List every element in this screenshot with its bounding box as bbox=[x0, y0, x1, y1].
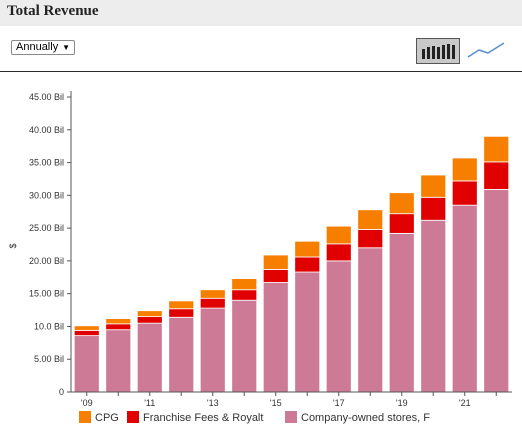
y-tick-label: 45.00 Bil bbox=[29, 92, 64, 102]
bar-segment-franchise bbox=[325, 243, 352, 262]
y-axis-label: $ bbox=[8, 243, 18, 248]
bar-segment-franchise bbox=[357, 229, 384, 249]
bar-segment-franchise bbox=[199, 297, 226, 309]
bar-segment-cpg bbox=[451, 157, 478, 182]
y-tick-label: 20.00 Bil bbox=[29, 256, 64, 266]
bar-segment-company-owned bbox=[357, 247, 384, 393]
line-chart-toggle-button[interactable] bbox=[466, 38, 506, 64]
bar-segment-cpg bbox=[483, 135, 510, 163]
y-tick-label: 35.00 Bil bbox=[29, 158, 64, 168]
bar-segment-cpg bbox=[105, 318, 132, 325]
x-tick-label: '11 bbox=[144, 398, 155, 408]
bar-segment-franchise bbox=[483, 161, 510, 190]
x-tick-label: '15 bbox=[270, 398, 282, 408]
bar-segment-franchise bbox=[262, 269, 289, 283]
y-tick-label: 5.00 Bil bbox=[34, 354, 64, 364]
bar-segment-franchise bbox=[136, 316, 163, 324]
bar-segment-cpg bbox=[199, 289, 226, 299]
bar-segment-cpg bbox=[420, 174, 447, 198]
x-tick-label: '17 bbox=[333, 398, 345, 408]
bar-segment-franchise bbox=[73, 329, 100, 337]
bar-segment-cpg bbox=[73, 325, 100, 331]
legend-label: CPG bbox=[95, 412, 119, 424]
bar-segment-franchise bbox=[388, 213, 415, 234]
bar-segment-cpg bbox=[388, 192, 415, 215]
y-tick-label: 10.0 Bil bbox=[34, 321, 64, 331]
legend-swatch bbox=[285, 411, 297, 423]
bar-segment-company-owned bbox=[168, 316, 195, 393]
legend-label: Franchise Fees & Royalt bbox=[143, 412, 263, 424]
bar-segment-company-owned bbox=[420, 219, 447, 393]
line-chart-icon bbox=[467, 42, 505, 58]
bar-segment-cpg bbox=[294, 240, 321, 258]
bar-segment-cpg bbox=[168, 300, 195, 310]
bar-segment-franchise bbox=[294, 256, 321, 273]
period-dropdown[interactable]: Annually ▼ bbox=[11, 40, 75, 55]
bar-segment-cpg bbox=[262, 254, 289, 270]
bar-segment-company-owned bbox=[73, 335, 100, 393]
bar-segment-franchise bbox=[451, 180, 478, 206]
header-bar: Total Revenue bbox=[0, 0, 522, 26]
legend-swatch bbox=[79, 411, 91, 423]
header-divider bbox=[0, 71, 522, 72]
bar-segment-cpg bbox=[357, 209, 384, 230]
bar-segment-company-owned bbox=[388, 232, 415, 393]
y-tick-label: 40.00 Bil bbox=[29, 125, 64, 135]
bar-segment-company-owned bbox=[105, 329, 132, 393]
legend-label: Company-owned stores, F bbox=[301, 412, 430, 424]
bar-segment-company-owned bbox=[325, 260, 352, 393]
chevron-down-icon: ▼ bbox=[62, 43, 70, 52]
y-tick-label: 0 bbox=[59, 387, 64, 397]
x-tick-label: '21 bbox=[459, 398, 471, 408]
bar-segment-company-owned bbox=[262, 282, 289, 393]
y-tick-label: 30.00 Bil bbox=[29, 190, 64, 200]
y-tick-label: 15.00 Bil bbox=[29, 289, 64, 299]
bar-segment-company-owned bbox=[483, 189, 510, 393]
bar-segment-franchise bbox=[420, 196, 447, 221]
bar-segment-company-owned bbox=[199, 307, 226, 393]
bar-chart-icon bbox=[422, 44, 455, 59]
bar-segment-franchise bbox=[168, 308, 195, 318]
x-tick-label: '09 bbox=[81, 398, 93, 408]
bar-segment-franchise bbox=[231, 289, 258, 301]
x-tick-label: '13 bbox=[207, 398, 219, 408]
legend-swatch bbox=[127, 411, 139, 423]
x-tick-label: '19 bbox=[396, 398, 408, 408]
bar-chart-toggle-button[interactable] bbox=[416, 38, 460, 64]
y-tick-label: 25.00 Bil bbox=[29, 223, 64, 233]
bar-segment-cpg bbox=[136, 310, 163, 318]
bar-segment-cpg bbox=[325, 225, 352, 245]
page-title: Total Revenue bbox=[7, 3, 99, 19]
bar-segment-cpg bbox=[231, 278, 258, 291]
bar-segment-company-owned bbox=[294, 271, 321, 393]
bar-segment-company-owned bbox=[136, 322, 163, 393]
period-dropdown-value: Annually bbox=[16, 41, 59, 53]
bar-segment-franchise bbox=[105, 323, 132, 331]
bar-segment-company-owned bbox=[231, 299, 258, 393]
bar-segment-company-owned bbox=[451, 204, 478, 393]
